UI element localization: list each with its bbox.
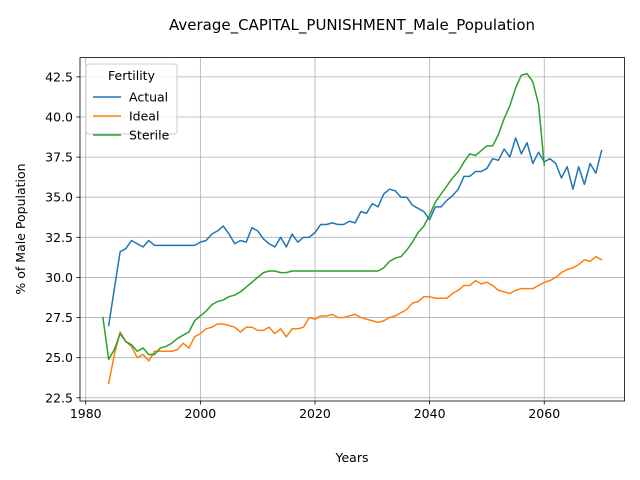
legend-label-sterile: Sterile: [129, 128, 170, 143]
x-tick-label: 2040: [414, 406, 446, 421]
legend-label-actual: Actual: [129, 90, 168, 105]
y-tick-label: 25.0: [45, 350, 73, 365]
legend-label-ideal: Ideal: [129, 109, 159, 124]
chart-title: Average_CAPITAL_PUNISHMENT_Male_Populati…: [169, 16, 535, 35]
x-tick-label: 1980: [70, 406, 102, 421]
y-tick-label: 35.0: [45, 190, 73, 205]
x-axis-label: Years: [335, 450, 369, 465]
x-tick-label: 2020: [299, 406, 331, 421]
y-axis-label: % of Male Population: [13, 163, 28, 294]
y-tick-label: 42.5: [45, 69, 73, 84]
y-tick-label: 22.5: [45, 390, 73, 405]
y-tick-label: 30.0: [45, 270, 73, 285]
x-tick-label: 2000: [184, 406, 216, 421]
legend: Fertility Actual Ideal Sterile: [86, 64, 177, 143]
y-tick-label: 37.5: [45, 150, 73, 165]
y-tick-label: 32.5: [45, 230, 73, 245]
y-tick-label: 40.0: [45, 109, 73, 124]
x-tick-label: 2060: [528, 406, 560, 421]
y-tick-label: 27.5: [45, 310, 73, 325]
legend-title: Fertility: [108, 68, 156, 83]
